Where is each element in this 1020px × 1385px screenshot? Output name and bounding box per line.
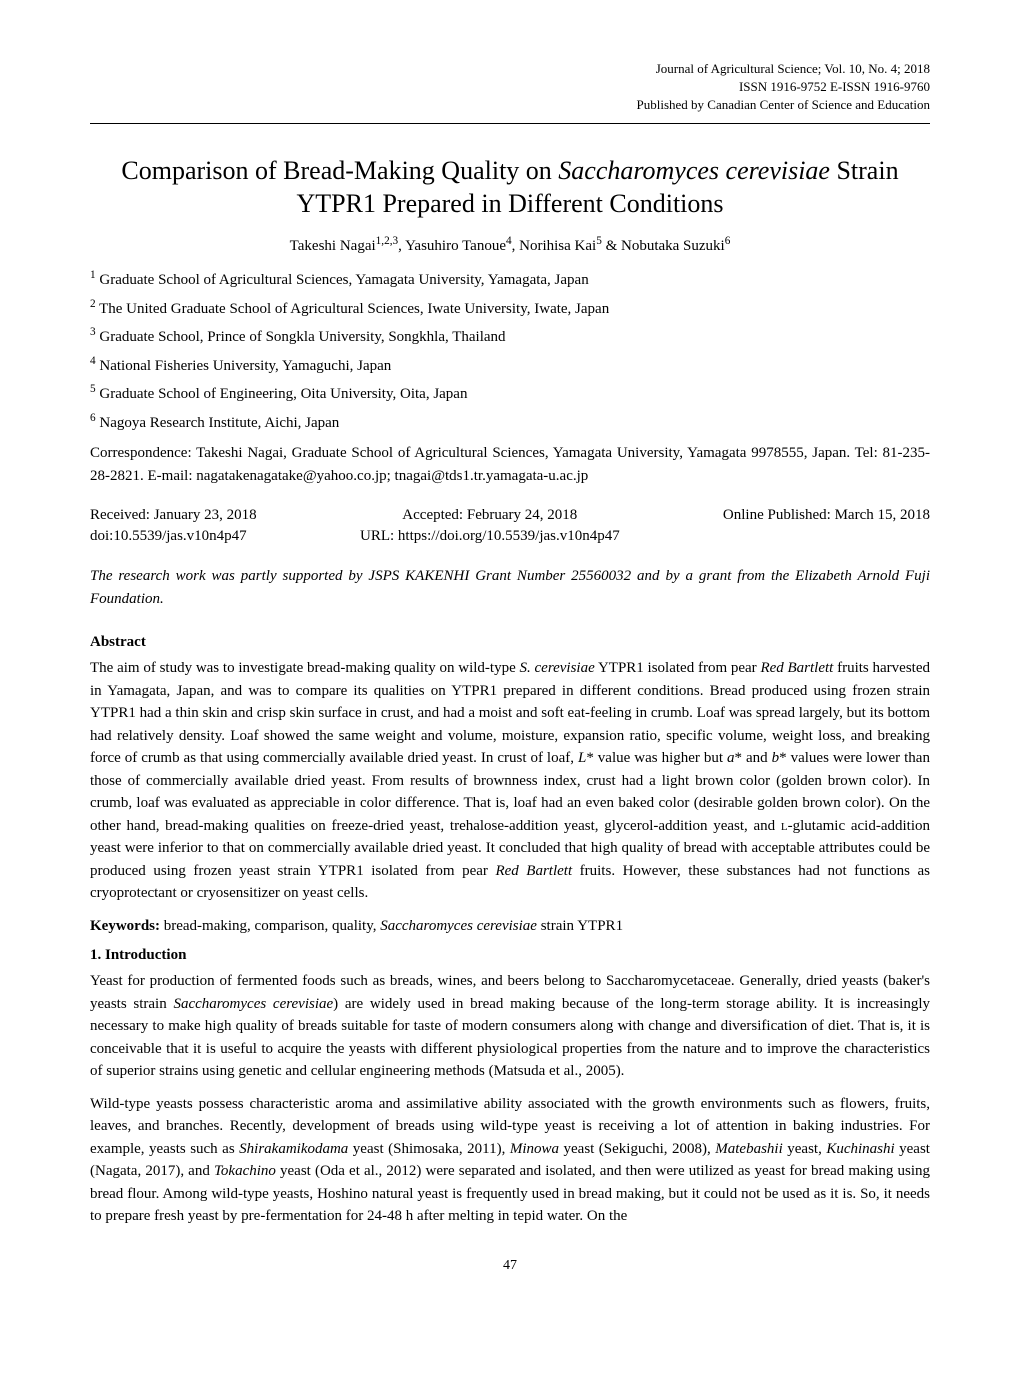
affiliation-line: 2 The United Graduate School of Agricult… xyxy=(90,296,930,321)
affiliations-block: 1 Graduate School of Agricultural Scienc… xyxy=(90,267,930,434)
introduction-block: Yeast for production of fermented foods … xyxy=(90,970,930,1228)
funding-statement: The research work was partly supported b… xyxy=(90,565,930,610)
keywords-line: Keywords: bread-making, comparison, qual… xyxy=(90,915,930,938)
doi-url: URL: https://doi.org/10.5539/jas.v10n4p4… xyxy=(360,528,620,545)
published-date: Online Published: March 15, 2018 xyxy=(723,507,930,524)
title-italic: Saccharomyces cerevisiae xyxy=(558,156,830,185)
received-date: Received: January 23, 2018 xyxy=(90,507,257,524)
journal-header: Journal of Agricultural Science; Vol. 10… xyxy=(90,60,930,115)
header-divider xyxy=(90,123,930,124)
doi-row: doi:10.5539/jas.v10n4p47 URL: https://do… xyxy=(90,528,930,545)
affiliation-line: 1 Graduate School of Agricultural Scienc… xyxy=(90,267,930,292)
publisher-line: Published by Canadian Center of Science … xyxy=(90,96,930,114)
correspondence: Correspondence: Takeshi Nagai, Graduate … xyxy=(90,442,930,487)
dates-row: Received: January 23, 2018 Accepted: Feb… xyxy=(90,507,930,524)
authors-line: Takeshi Nagai1,2,3, Yasuhiro Tanoue4, No… xyxy=(90,235,930,255)
introduction-heading: 1. Introduction xyxy=(90,947,930,964)
affiliation-line: 4 National Fisheries University, Yamaguc… xyxy=(90,353,930,378)
journal-name: Journal of Agricultural Science; Vol. 10… xyxy=(90,60,930,78)
abstract-text: The aim of study was to investigate brea… xyxy=(90,657,930,905)
doi-label: doi:10.5539/jas.v10n4p47 xyxy=(90,528,360,545)
introduction-paragraph: Yeast for production of fermented foods … xyxy=(90,970,930,1083)
page-number: 47 xyxy=(90,1258,930,1274)
issn-line: ISSN 1916-9752 E-ISSN 1916-9760 xyxy=(90,78,930,96)
keywords-label: Keywords: xyxy=(90,918,160,934)
keywords-text: bread-making, comparison, quality, Sacch… xyxy=(160,918,623,934)
affiliation-line: 6 Nagoya Research Institute, Aichi, Japa… xyxy=(90,410,930,435)
affiliation-line: 5 Graduate School of Engineering, Oita U… xyxy=(90,381,930,406)
title-part1: Comparison of Bread-Making Quality on xyxy=(121,156,558,185)
abstract-heading: Abstract xyxy=(90,634,930,651)
affiliation-line: 3 Graduate School, Prince of Songkla Uni… xyxy=(90,324,930,349)
paper-title: Comparison of Bread-Making Quality on Sa… xyxy=(90,154,930,222)
introduction-paragraph: Wild-type yeasts possess characteristic … xyxy=(90,1093,930,1228)
accepted-date: Accepted: February 24, 2018 xyxy=(402,507,577,524)
